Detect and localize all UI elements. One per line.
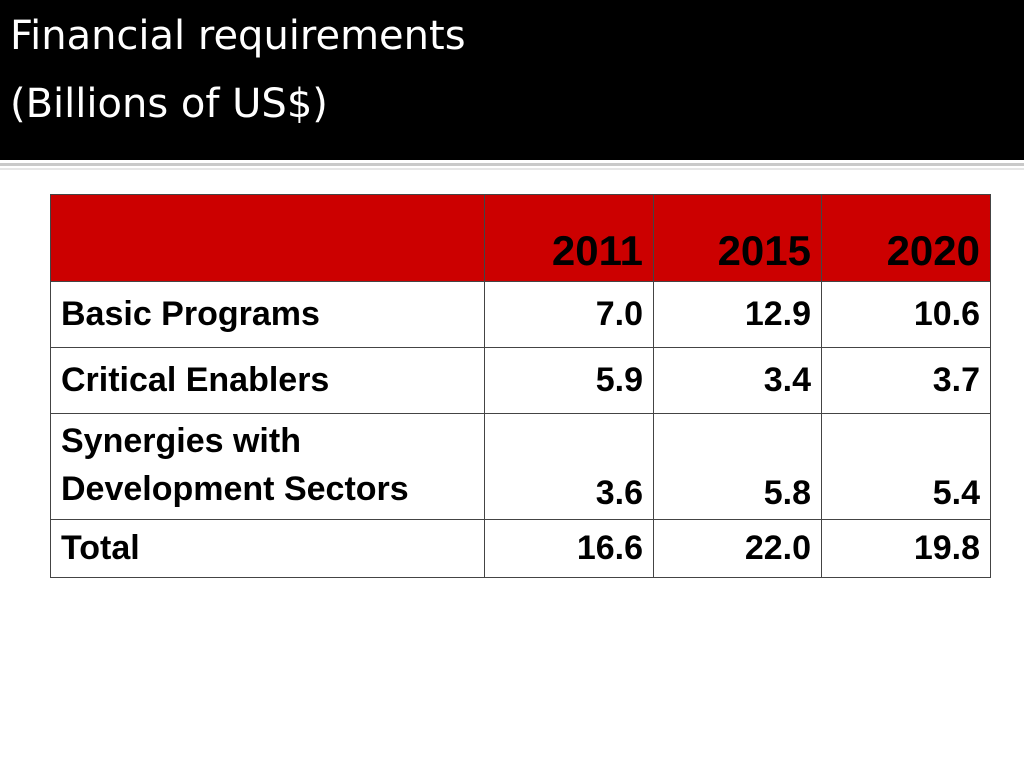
cell-2020: 19.8 bbox=[821, 519, 991, 578]
cell-2020: 3.7 bbox=[821, 347, 991, 414]
cell-2011: 16.6 bbox=[484, 519, 654, 578]
cell-2011: 7.0 bbox=[484, 281, 654, 348]
cell-2015: 5.8 bbox=[653, 413, 822, 520]
header-year-2020: 2020 bbox=[821, 194, 991, 282]
row-label: Total bbox=[50, 519, 485, 578]
table-row-total: Total 16.6 22.0 19.8 bbox=[50, 519, 991, 578]
cell-2015: 22.0 bbox=[653, 519, 822, 578]
table-row-critical-enablers: Critical Enablers 5.9 3.4 3.7 bbox=[50, 347, 991, 414]
slide-title: Financial requirements bbox=[10, 13, 466, 59]
row-label: Basic Programs bbox=[50, 281, 485, 348]
header-year-2015: 2015 bbox=[653, 194, 822, 282]
cell-2011: 3.6 bbox=[484, 413, 654, 520]
cell-2015: 12.9 bbox=[653, 281, 822, 348]
row-label: Critical Enablers bbox=[50, 347, 485, 414]
row-label-line1: Synergies with bbox=[61, 422, 301, 460]
divider-line bbox=[0, 163, 1024, 166]
cell-2020: 10.6 bbox=[821, 281, 991, 348]
table-row-basic-programs: Basic Programs 7.0 12.9 10.6 bbox=[50, 281, 991, 348]
cell-2020: 5.4 bbox=[821, 413, 991, 520]
divider-line-light bbox=[0, 168, 1024, 170]
table-header-row: 2011 2015 2020 bbox=[50, 194, 991, 282]
slide-subtitle: (Billions of US$) bbox=[10, 81, 328, 127]
row-label-line2: Development Sectors bbox=[61, 470, 409, 508]
row-label: Synergies with Development Sectors bbox=[50, 413, 485, 520]
header-year-2011: 2011 bbox=[484, 194, 654, 282]
cell-2011: 5.9 bbox=[484, 347, 654, 414]
header-blank-cell bbox=[50, 194, 485, 282]
title-band: Financial requirements (Billions of US$) bbox=[0, 0, 1024, 160]
cell-2015: 3.4 bbox=[653, 347, 822, 414]
financial-requirements-table: 2011 2015 2020 Basic Programs 7.0 12.9 1… bbox=[50, 194, 991, 578]
table-row-synergies: Synergies with Development Sectors 3.6 5… bbox=[50, 413, 991, 520]
